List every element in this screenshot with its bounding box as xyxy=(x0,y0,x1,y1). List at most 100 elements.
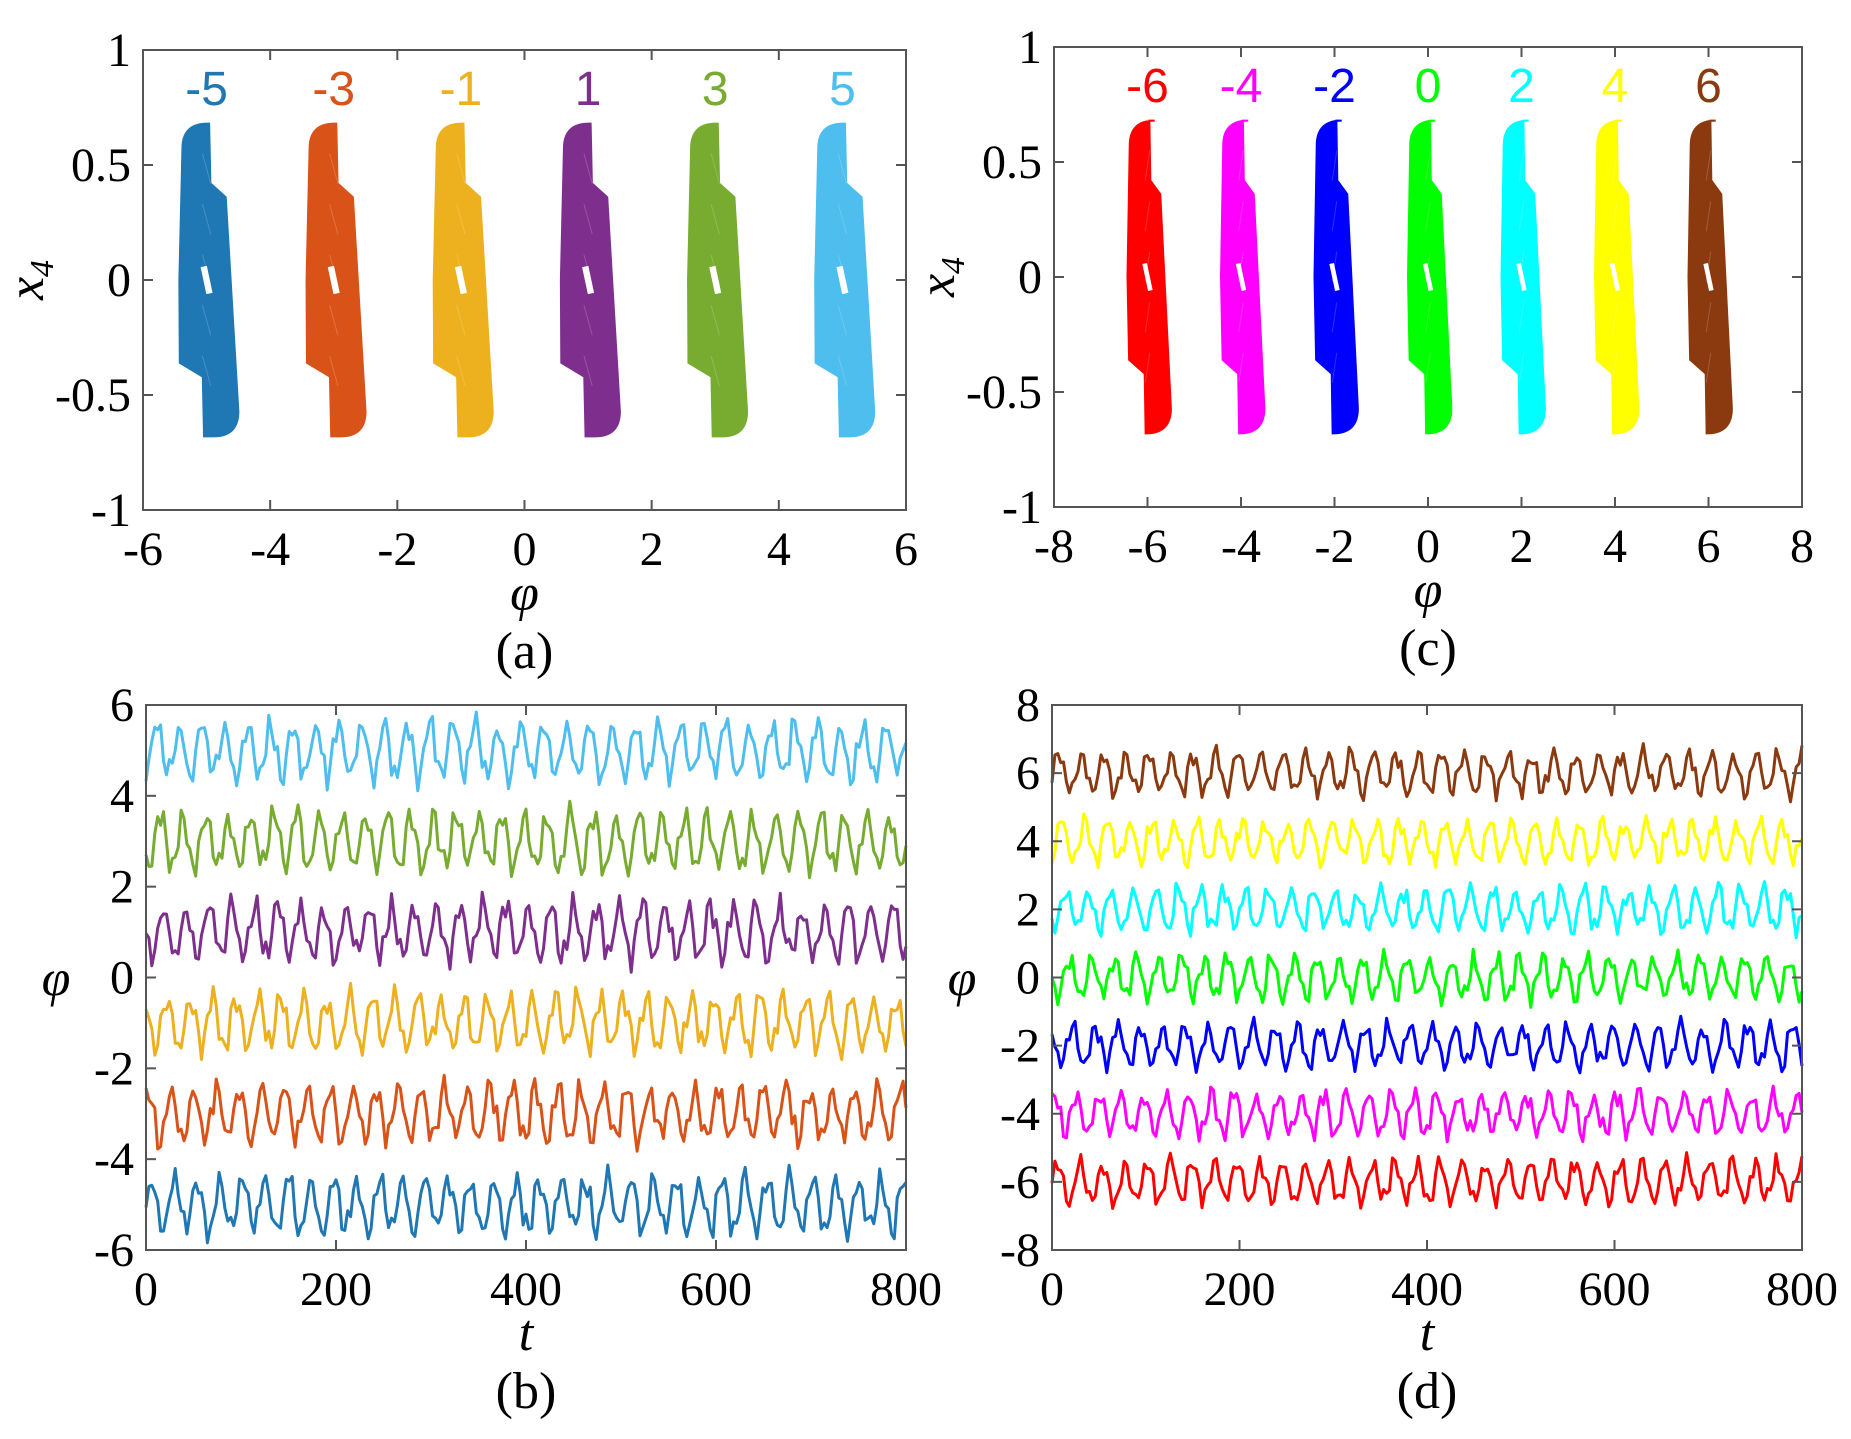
orbit-texture xyxy=(1518,352,1525,383)
attractor-hole xyxy=(327,265,340,295)
y-tick-label: 2 xyxy=(110,861,134,914)
orbit-texture xyxy=(1425,150,1431,181)
x-tick-label: 6 xyxy=(1697,520,1721,573)
orbit-texture xyxy=(1238,150,1244,181)
orbit-texture xyxy=(1425,201,1431,232)
orbit-texture xyxy=(329,204,339,235)
y-axis-label: x4 xyxy=(0,260,61,301)
trace-d-6 xyxy=(1050,742,1804,804)
orbit-texture xyxy=(1705,150,1712,181)
orbit-texture xyxy=(456,305,466,336)
attractor-label-2: 2 xyxy=(1508,60,1535,113)
panel-d: 0 200 400 600 800 8 6 4 2 0 -2 -4 -6 -8 t φ (d) xyxy=(948,679,1838,1420)
attractor-hole xyxy=(1142,263,1153,291)
orbit-texture xyxy=(1705,352,1712,383)
x-axis-label: t xyxy=(1420,1305,1436,1362)
y-tick-label: -4 xyxy=(1000,1088,1040,1141)
orbit-texture xyxy=(1238,352,1244,383)
orbit-texture xyxy=(1144,201,1151,232)
panel-caption-a: (a) xyxy=(496,623,554,680)
orbit-texture xyxy=(1425,352,1431,383)
x-tick-label: 800 xyxy=(870,1263,942,1316)
orbit-texture xyxy=(1612,150,1618,181)
x-tick-label: -6 xyxy=(1128,520,1168,573)
y-tick-label: -6 xyxy=(1000,1156,1040,1209)
x-tick-label: 800 xyxy=(1766,1263,1838,1316)
y-tick-label: -2 xyxy=(94,1042,134,1095)
y-tick-label: 6 xyxy=(110,679,134,732)
x-axis-label: t xyxy=(519,1305,535,1362)
y-tick-label: -6 xyxy=(94,1224,134,1277)
y-tick-label: 0 xyxy=(1018,251,1042,304)
orbit-texture xyxy=(710,153,720,184)
x-tick-label: 600 xyxy=(680,1263,752,1316)
trace-b--5 xyxy=(144,1163,908,1245)
trace-d--4 xyxy=(1050,1084,1804,1144)
orbit-texture xyxy=(1238,201,1244,232)
y-tick-label: 1 xyxy=(107,24,131,77)
orbit-texture xyxy=(1144,150,1151,181)
panel-a: -5 -3 -1 1 3 5 -6 -4 -2 0 2 4 6 1 0.5 0 -0.5 -1 φ x4 (a) xyxy=(0,24,918,680)
x-tick-label: 400 xyxy=(1391,1263,1463,1316)
y-tick-label: -0.5 xyxy=(966,366,1042,419)
trace-b--3 xyxy=(144,1073,908,1153)
trace-d-0 xyxy=(1050,947,1804,1009)
orbit-texture xyxy=(837,305,848,336)
x-tick-label: -8 xyxy=(1034,520,1074,573)
orbit-texture xyxy=(1331,352,1338,383)
x-tick-label: 400 xyxy=(490,1263,562,1316)
attractor-label--2: -2 xyxy=(1313,60,1356,113)
x-tick-label: 600 xyxy=(1579,1263,1651,1316)
y-tick-label: -1 xyxy=(91,484,131,537)
x-tick-label: 4 xyxy=(767,523,791,576)
attractor-label--5: -5 xyxy=(185,63,228,116)
y-axis-label: φ xyxy=(948,951,977,1008)
orbit-texture xyxy=(1331,201,1338,232)
orbit-texture xyxy=(837,204,848,235)
attractor-label--6: -6 xyxy=(1126,60,1169,113)
attractor-hole xyxy=(1422,263,1434,291)
x-tick-label: 200 xyxy=(300,1263,372,1316)
orbit-texture xyxy=(1331,150,1338,181)
y-axis-label: x4 xyxy=(909,257,972,298)
x-tick-label: 8 xyxy=(1790,520,1814,573)
x-axis-label: φ xyxy=(1414,562,1443,619)
y-axis-label-subscript: 4 xyxy=(24,260,61,277)
orbit-texture xyxy=(201,153,212,184)
y-tick-label: -8 xyxy=(1000,1224,1040,1277)
attractor-hole xyxy=(709,265,722,295)
orbit-texture xyxy=(1518,150,1525,181)
y-tick-label: 0 xyxy=(107,254,131,307)
attractor-label-5: 5 xyxy=(829,63,856,116)
panel-b: 0 200 400 600 800 6 4 2 0 -2 -4 -6 t φ (b) xyxy=(42,679,942,1420)
x-tick-label: 6 xyxy=(894,523,918,576)
orbit-texture xyxy=(1238,302,1244,333)
y-tick-label: 6 xyxy=(1016,747,1040,800)
trace-d-4 xyxy=(1050,812,1804,870)
orbit-texture xyxy=(201,204,212,235)
y-tick-label: 0.5 xyxy=(982,136,1042,189)
attractor-label-3: 3 xyxy=(702,63,729,116)
attractor-hole xyxy=(1329,263,1340,291)
trace-b-3 xyxy=(144,799,908,880)
y-tick-label: 0 xyxy=(1016,952,1040,1005)
orbit-texture xyxy=(1144,302,1151,333)
x-tick-label: 0 xyxy=(513,523,537,576)
orbit-texture xyxy=(1705,302,1712,333)
orbit-texture xyxy=(710,305,720,336)
orbit-texture xyxy=(1612,302,1618,333)
axes-frame-a xyxy=(142,49,907,511)
y-tick-label: 4 xyxy=(1016,815,1040,868)
orbit-texture xyxy=(1705,201,1712,232)
orbit-texture xyxy=(583,355,593,386)
orbit-texture xyxy=(456,153,466,184)
orbit-texture xyxy=(456,204,466,235)
trace-d--6 xyxy=(1050,1151,1804,1210)
attractor-hole xyxy=(1703,263,1714,291)
trace-b--1 xyxy=(144,981,908,1062)
orbit-texture xyxy=(837,355,848,386)
attractor-label-4: 4 xyxy=(1602,60,1629,113)
orbit-texture xyxy=(1425,302,1431,333)
attractor-hole xyxy=(1609,263,1621,291)
panel-caption-b: (b) xyxy=(496,1363,557,1420)
